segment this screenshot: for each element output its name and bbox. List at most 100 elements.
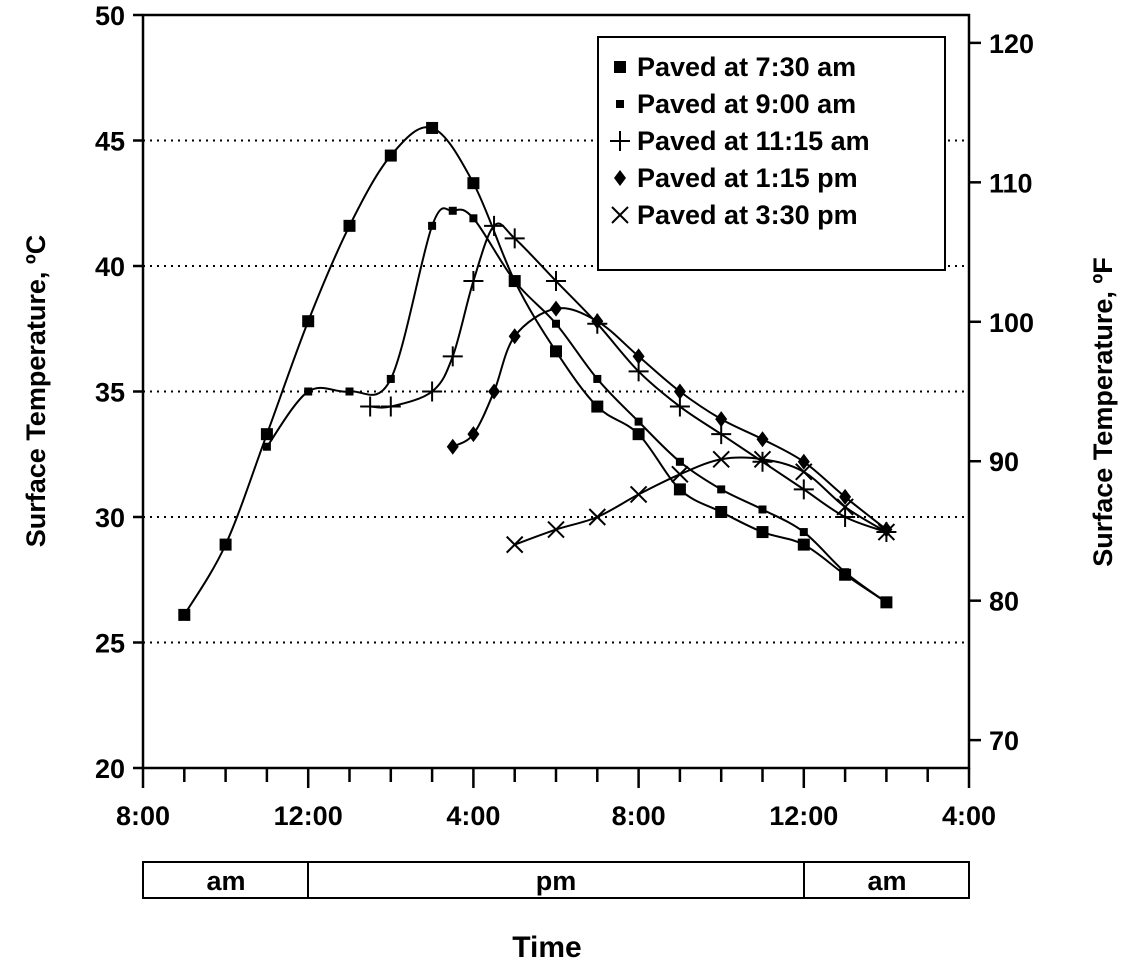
data-point xyxy=(835,507,856,527)
data-point xyxy=(386,374,395,383)
legend-label: Paved at 9:00 am xyxy=(637,89,856,119)
data-point xyxy=(505,535,524,554)
data-point xyxy=(841,568,850,577)
data-point xyxy=(675,457,684,466)
legend-marker xyxy=(616,100,624,108)
series-4 xyxy=(446,300,893,538)
legend-marker xyxy=(614,170,626,186)
x-tick-label: 4:00 xyxy=(942,801,996,831)
x-tick-label: 4:00 xyxy=(446,801,500,831)
y-tick-label-right: 120 xyxy=(989,29,1034,59)
data-point xyxy=(799,528,808,537)
data-point xyxy=(510,277,519,286)
data-point xyxy=(343,219,356,232)
data-point xyxy=(758,505,767,514)
x-tick-label: 8:00 xyxy=(612,801,666,831)
gridlines xyxy=(143,139,969,644)
data-point xyxy=(469,214,478,223)
period-label-am-start: am xyxy=(206,866,245,896)
period-label-am-end: am xyxy=(867,866,906,896)
legend-marker xyxy=(610,131,630,151)
data-point xyxy=(546,271,566,292)
data-point xyxy=(428,221,437,230)
data-point xyxy=(384,149,397,162)
data-point xyxy=(880,521,893,538)
data-point xyxy=(839,488,852,505)
y-tick-label-right: 90 xyxy=(989,447,1019,477)
data-point xyxy=(629,485,648,504)
data-point xyxy=(632,348,645,365)
series-2 xyxy=(262,206,891,607)
y-tick-label-right: 70 xyxy=(989,726,1019,756)
y-tick-label-left: 45 xyxy=(95,127,125,157)
data-point xyxy=(442,346,463,367)
data-point xyxy=(345,387,354,396)
data-point xyxy=(793,479,814,500)
data-point xyxy=(448,206,457,215)
data-point xyxy=(550,345,562,358)
data-point xyxy=(178,608,191,621)
series-line xyxy=(452,307,888,531)
x-axis-title: Time xyxy=(512,931,581,964)
data-point xyxy=(715,411,728,428)
data-point xyxy=(836,498,854,516)
data-point xyxy=(712,450,730,468)
legend: Paved at 7:30 am Paved at 9:00 am Paved at… xyxy=(597,36,946,271)
data-point xyxy=(593,374,602,383)
data-point xyxy=(882,598,891,607)
data-point xyxy=(488,383,501,400)
data-point xyxy=(484,215,505,236)
legend-marker xyxy=(614,61,626,73)
y-axis-title-right: Surface Temperature, ºF xyxy=(1088,257,1118,566)
data-point xyxy=(508,328,521,345)
data-point xyxy=(632,428,645,441)
y-tick-label-left: 40 xyxy=(95,252,125,282)
data-point xyxy=(260,428,273,441)
data-point xyxy=(669,396,690,417)
data-point xyxy=(426,121,439,134)
data-point xyxy=(380,396,401,417)
y-tick-label-left: 20 xyxy=(95,754,125,784)
data-point xyxy=(219,538,232,551)
data-point xyxy=(711,424,732,445)
data-point xyxy=(756,526,769,539)
data-point xyxy=(467,426,480,443)
legend-box xyxy=(597,36,946,271)
y-tick-label-left: 30 xyxy=(95,503,125,533)
y-tick-label-left: 35 xyxy=(95,378,125,408)
series-line xyxy=(514,456,887,546)
data-point xyxy=(673,383,686,400)
data-point xyxy=(446,438,459,455)
series xyxy=(178,121,897,621)
data-point xyxy=(504,228,525,249)
y-tick-label-right: 80 xyxy=(989,587,1019,617)
data-point xyxy=(360,396,381,417)
data-point xyxy=(262,442,271,451)
x-tick-label: 8:00 xyxy=(116,801,170,831)
data-point xyxy=(591,400,604,413)
data-point xyxy=(463,271,484,292)
x-tick-label: 12:00 xyxy=(769,801,838,831)
data-point xyxy=(797,538,810,551)
data-point xyxy=(877,523,896,541)
legend-label: Paved at 7:30 am xyxy=(637,52,856,82)
period-band-box xyxy=(142,861,970,899)
data-point xyxy=(628,361,649,382)
data-point xyxy=(634,417,643,426)
data-point xyxy=(547,520,565,539)
data-point xyxy=(753,450,772,468)
legend-marker xyxy=(611,206,629,224)
data-point xyxy=(752,451,773,472)
legend-label: Paved at 1:15 pm xyxy=(637,163,858,193)
data-point xyxy=(673,483,686,496)
data-point xyxy=(756,431,769,448)
data-point xyxy=(304,387,313,396)
y-tick-label-left: 50 xyxy=(95,1,125,31)
legend-items: Paved at 7:30 am Paved at 9:00 am Paved at… xyxy=(610,52,870,230)
data-point xyxy=(717,485,726,494)
y-tick-label-left: 25 xyxy=(95,629,125,659)
data-point xyxy=(591,313,604,330)
data-point xyxy=(715,505,728,518)
y-tick-label-right: 100 xyxy=(989,308,1034,338)
period-label-pm: pm xyxy=(536,866,577,896)
